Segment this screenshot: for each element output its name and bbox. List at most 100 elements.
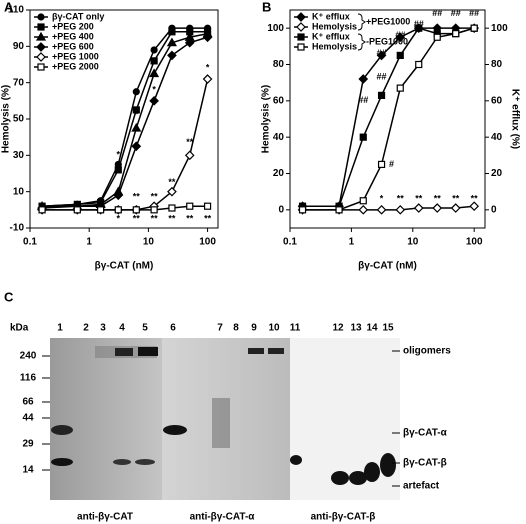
kda-title: kDa <box>10 323 29 334</box>
data-point <box>132 106 140 114</box>
antibody-label: anti-βγ-CAT <box>77 512 133 523</box>
marker-label: 116 <box>20 373 37 384</box>
annotation: ** <box>204 213 212 223</box>
y-tick-label: 100 <box>267 23 284 34</box>
legend-group: -PEG1000 <box>366 36 408 46</box>
y2-tick-label: 40 <box>491 132 503 143</box>
data-point <box>396 84 404 92</box>
marker-label: 29 <box>22 439 34 450</box>
data-point <box>335 206 343 214</box>
legend-marker <box>37 63 45 71</box>
data-point <box>452 30 460 38</box>
annotation: ** <box>452 193 460 203</box>
lane-number: 13 <box>350 323 362 334</box>
data-point <box>202 74 213 84</box>
data-point <box>450 203 461 213</box>
data-point <box>415 24 423 32</box>
lane-number: 12 <box>332 323 344 334</box>
marker-label: 44 <box>22 413 34 424</box>
data-point <box>132 206 140 214</box>
lane-number: 1 <box>57 323 63 334</box>
annotation: ** <box>133 213 141 223</box>
y-axis-label: Hemolysis (%) <box>261 85 272 153</box>
data-point <box>470 24 478 32</box>
plot-frame <box>289 9 486 229</box>
legend-label: +PEG 200 <box>52 21 94 31</box>
data-point <box>167 50 177 61</box>
annotation: ** <box>115 191 123 201</box>
data-point <box>469 201 480 212</box>
annotation: ** <box>151 191 159 201</box>
marker-label: 66 <box>22 397 34 408</box>
data-point <box>114 166 122 174</box>
band-label: oligomers <box>403 346 451 357</box>
x-tick-label: 1 <box>86 237 92 248</box>
annotation: ** <box>397 193 405 203</box>
data-point <box>376 50 387 61</box>
legend-label: Hemolysis <box>312 21 357 31</box>
annotation: ## <box>377 48 387 58</box>
annotation: ## <box>358 95 368 105</box>
band-label: βγ-CAT-α <box>403 428 448 439</box>
y-tick-label: 30 <box>13 150 25 161</box>
data-point <box>395 204 406 215</box>
y2-tick-label: 80 <box>491 59 503 70</box>
y2-tick-label: 20 <box>491 168 503 179</box>
data-point <box>149 68 160 78</box>
data-point <box>358 74 369 84</box>
y-tick-label: 90 <box>13 41 25 52</box>
annotation: ** <box>186 213 194 223</box>
series-line <box>302 27 475 207</box>
x-tick-label: 0.1 <box>23 237 37 248</box>
y2-tick-label: 0 <box>491 204 497 215</box>
legend-label: K⁺ efflux <box>312 31 350 41</box>
x-tick-label: 0.1 <box>283 237 297 248</box>
y-tick-label: 40 <box>273 132 285 143</box>
annotation: * <box>135 110 139 120</box>
y-tick-label: 20 <box>273 168 285 179</box>
data-point <box>202 32 213 43</box>
lane-number: 15 <box>382 323 394 334</box>
marker-label: 240 <box>20 351 37 362</box>
legend-marker <box>297 33 305 41</box>
annotation: ## <box>469 8 479 18</box>
marker-label: 14 <box>22 465 34 476</box>
annotation: * <box>206 63 210 73</box>
lane-number: 7 <box>217 323 223 334</box>
data-point <box>113 190 124 201</box>
y-tick-label: 80 <box>273 59 285 70</box>
data-point <box>432 203 443 213</box>
x-tick-label: 100 <box>466 237 483 248</box>
data-point <box>168 28 176 36</box>
data-point <box>415 60 423 69</box>
legend-marker <box>37 13 45 21</box>
legend-label: +PEG 600 <box>52 41 94 51</box>
annotation: # <box>389 159 394 169</box>
lane-number: 2 <box>83 323 89 334</box>
legend-marker <box>36 52 46 62</box>
data-point <box>114 206 122 214</box>
lane-number: 5 <box>142 323 148 334</box>
lane-number: 6 <box>170 323 176 334</box>
legend-marker <box>35 31 47 41</box>
data-point <box>395 32 406 43</box>
blot-image <box>50 338 400 500</box>
data-point <box>166 37 177 47</box>
data-point <box>186 202 194 210</box>
data-point <box>359 133 367 141</box>
data-point <box>132 88 140 96</box>
y2-axis-label: K⁺ efflux (%) <box>509 89 520 149</box>
data-point <box>203 202 212 210</box>
legend-marker <box>296 22 306 32</box>
legend-label: +PEG 2000 <box>52 61 99 71</box>
x-tick-label: 100 <box>199 237 216 248</box>
legend-marker <box>36 42 46 52</box>
data-point <box>376 204 387 215</box>
annotation: * <box>117 150 121 160</box>
x-tick-label: 1 <box>349 237 355 248</box>
y-axis-label: Hemolysis (%) <box>1 85 12 153</box>
legend-group: +PEG1000 <box>366 16 410 26</box>
legend-label: Hemolysis <box>312 41 357 51</box>
panel-letter: A <box>4 0 14 14</box>
y-tick-label: 0 <box>278 204 284 215</box>
